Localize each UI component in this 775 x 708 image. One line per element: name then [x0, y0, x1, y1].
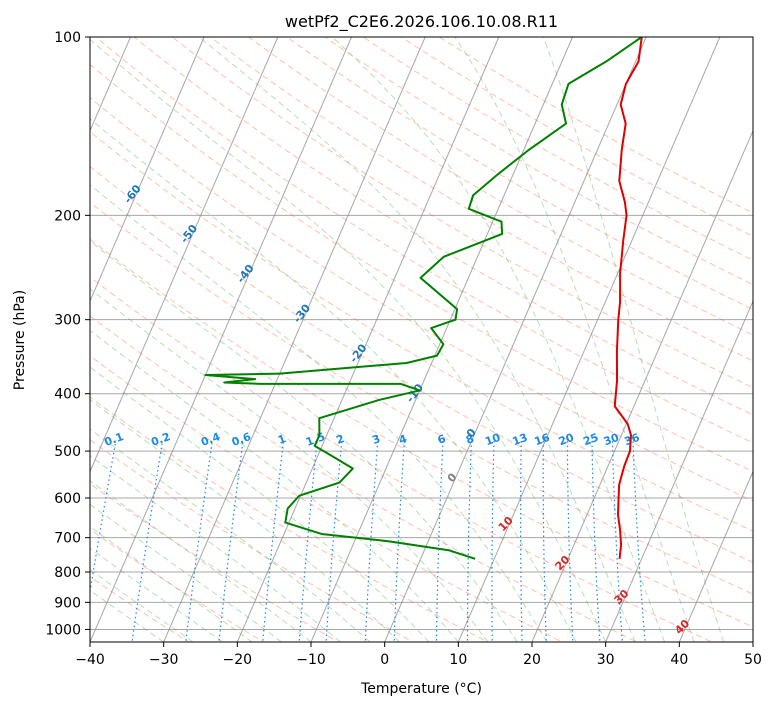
- y-tick-label: 1000: [45, 622, 81, 638]
- isotherm-line: [236, 37, 500, 642]
- x-tick-label: −40: [75, 652, 105, 668]
- isotherm-line: [90, 37, 279, 473]
- dry-adiabat-line: [133, 37, 753, 416]
- isotherm-line: [310, 37, 573, 642]
- dry-adiabat-line: [438, 37, 753, 214]
- dry-adiabat-line: [90, 238, 753, 628]
- dry-adiabat-line: [247, 37, 753, 336]
- moist-adiabat-line: [90, 329, 459, 642]
- dry-adiabat-line: [171, 37, 753, 389]
- isotherm-line: [531, 129, 753, 642]
- mixing-ratio-label: 25: [581, 431, 600, 448]
- y-tick-label: 800: [54, 565, 81, 581]
- mixing-ratio-label: 4: [397, 432, 409, 447]
- axes: −40 −30 −20 −10 0 10 20 30 40 5010020030040050060…: [45, 30, 762, 668]
- mixing-ratio-label: 16: [533, 431, 552, 449]
- moist-adiabat-line: [90, 480, 312, 642]
- dewpoint-profile-line: [204, 37, 643, 560]
- isotherm-line: [605, 299, 753, 642]
- moist-adiabat-line: [331, 37, 666, 642]
- isotherm-line: [90, 37, 352, 642]
- x-tick-label: 10: [449, 652, 467, 668]
- mixing-ratio-label: 36: [623, 431, 642, 449]
- dry-adiabat-line: [209, 37, 753, 362]
- moist-adiabat-line: [90, 455, 341, 642]
- y-tick-label: 400: [54, 387, 81, 403]
- moist-adiabat-line: [90, 526, 253, 642]
- mixing-ratio-label: 20: [557, 431, 576, 449]
- y-tick-label: 700: [54, 531, 81, 547]
- isotherm-line: [678, 470, 753, 642]
- x-tick-label: −10: [296, 652, 326, 668]
- moist-adiabat-line: [90, 184, 548, 642]
- moist-adiabat-line: [198, 37, 636, 642]
- y-tick-label: 300: [54, 313, 81, 329]
- mixing-ratio-label: 6: [436, 432, 448, 447]
- mixing-ratio-label: 1: [276, 432, 288, 447]
- mixing-ratio-label: 30: [602, 431, 621, 449]
- dry-adiabat-line: [90, 439, 414, 642]
- dry-adiabat-line: [90, 97, 753, 502]
- x-tick-label: 40: [670, 652, 688, 668]
- plot-area: 0.10.20.40.611.52346810131620253036-100-…: [90, 37, 753, 642]
- moist-adiabat-line: [90, 288, 489, 642]
- y-tick-label: 500: [54, 444, 81, 460]
- temperature-profile-line: [613, 37, 643, 559]
- mixing-ratio-label: 2: [334, 432, 346, 447]
- mixing-ratio-label: 0.2: [149, 430, 172, 449]
- chart-title: wetPf2_C2E6.2026.106.10.08.R11: [285, 12, 558, 32]
- isotherm-line: [163, 37, 426, 642]
- moist-adiabat-line: [90, 503, 282, 642]
- y-axis-label: Pressure (hPa): [12, 290, 28, 390]
- dry-adiabat-line: [90, 201, 753, 595]
- x-tick-label: −20: [223, 652, 253, 668]
- moist-adiabat-line: [90, 398, 400, 642]
- dry-adiabat-line: [285, 37, 753, 311]
- mixing-ratio-label: 1.5: [304, 430, 327, 449]
- dry-adiabat-line: [90, 63, 753, 473]
- moist-adiabat-line: [90, 547, 223, 642]
- y-tick-label: 100: [54, 30, 81, 46]
- x-tick-label: 30: [597, 652, 615, 668]
- moist-adiabat-line: [90, 118, 577, 642]
- y-tick-label: 200: [54, 208, 81, 224]
- mixing-ratio-label: 0.4: [199, 430, 222, 449]
- mixing-ratio-label: 10: [483, 431, 502, 449]
- moist-adiabat-line: [90, 38, 607, 642]
- y-tick-label: 600: [54, 491, 81, 507]
- mixing-ratio-label: 0.1: [103, 430, 126, 449]
- dry-adiabat-line: [90, 528, 265, 642]
- moist-adiabat-line: [90, 240, 518, 642]
- dry-adiabat-line: [95, 37, 753, 444]
- moist-adiabat-line: [90, 568, 194, 642]
- x-tick-label: −30: [149, 652, 179, 668]
- plot-frame: [89, 36, 754, 643]
- isotherm-line: [384, 37, 647, 642]
- moist-adiabat-line: [90, 366, 430, 642]
- isotherm-line: [90, 37, 205, 303]
- x-tick-label: 50: [744, 652, 762, 668]
- moist-adiabat-line: [90, 589, 164, 642]
- x-tick-label: 0: [380, 652, 389, 668]
- y-tick-label: 900: [54, 595, 81, 611]
- x-tick-label: 20: [523, 652, 541, 668]
- dry-adiabat-line: [90, 276, 713, 642]
- x-axis-label: Temperature (°C): [360, 681, 482, 697]
- dry-adiabat-line: [90, 396, 489, 642]
- isotherm-line: [457, 37, 721, 642]
- mixing-ratio-label: 8: [464, 432, 476, 447]
- mixing-ratio-label: 3: [371, 432, 383, 447]
- mixing-ratio-label: 13: [511, 431, 530, 448]
- mixing-ratio-label: 0.6: [230, 430, 253, 449]
- mixing-ratio-line: [90, 440, 117, 596]
- moist-adiabat-line: [454, 37, 695, 642]
